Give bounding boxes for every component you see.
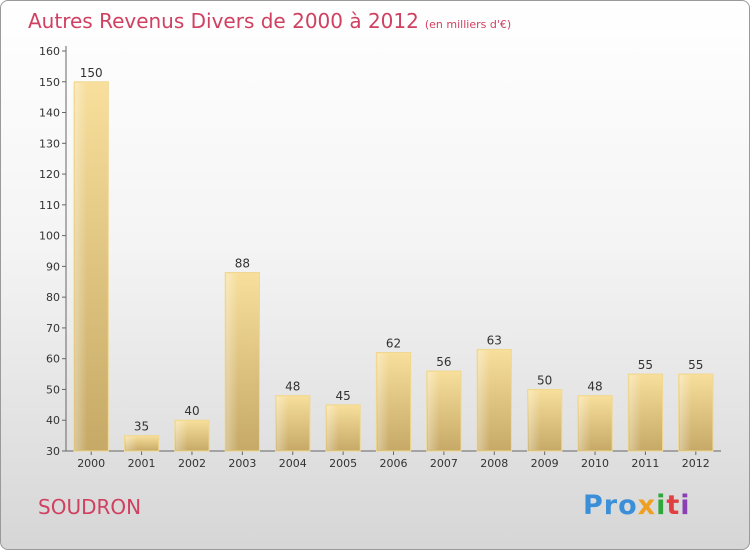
x-tick-label: 2003: [228, 457, 256, 470]
x-tick-label: 2012: [682, 457, 710, 470]
bar-highlight: [528, 390, 541, 450]
bar-value-label: 56: [436, 355, 451, 369]
y-tick: 40: [46, 414, 66, 427]
bar-value-label: 150: [80, 66, 103, 80]
bar-2007: [426, 370, 462, 452]
logo-part-2: x: [637, 490, 657, 521]
bar-2008: [476, 348, 512, 452]
y-tick-label: 130: [39, 137, 60, 150]
bar-value-label: 40: [184, 404, 199, 418]
commune-name: SOUDRON: [38, 495, 142, 519]
bar-2010: [577, 395, 613, 452]
bar-highlight: [75, 82, 88, 451]
y-tick: 150: [39, 76, 66, 89]
logo-part-3: i: [656, 490, 667, 521]
y-tick: 160: [39, 45, 66, 58]
logo-part-1: Pro: [583, 490, 638, 521]
bar-value-label: 55: [638, 358, 653, 372]
y-tick-label: 100: [39, 230, 60, 243]
y-tick-label: 90: [46, 260, 60, 273]
bar-value-label: 45: [335, 389, 350, 403]
bar-highlight: [427, 372, 440, 450]
y-tick-label: 140: [39, 107, 60, 120]
y-tick-label: 160: [39, 45, 60, 58]
y-tick-label: 70: [46, 322, 60, 335]
y-tick: 130: [39, 137, 66, 150]
x-tick-label: 2008: [480, 457, 508, 470]
y-tick-label: 30: [46, 445, 60, 458]
y-tick: 120: [39, 168, 66, 181]
chart-data-labels: 150 2000 35 2001 40 2002 88 2003 48 2004 45 2005 62 2…: [77, 66, 710, 470]
chart-title-text: Autres Revenus Divers de 2000 à 2012: [28, 9, 419, 33]
bar-2002: [174, 419, 210, 452]
y-tick: 60: [46, 353, 66, 366]
logo-part-4: t: [666, 490, 681, 521]
bar-2005: [325, 404, 361, 452]
y-tick-label: 40: [46, 414, 60, 427]
bar-value-label: 55: [688, 358, 703, 372]
y-tick-label: 60: [46, 353, 60, 366]
x-tick-label: 2005: [329, 457, 357, 470]
bar-highlight: [578, 396, 591, 450]
x-tick-label: 2000: [77, 457, 105, 470]
bar-2009: [527, 388, 563, 452]
y-tick: 90: [46, 260, 66, 273]
x-tick-label: 2010: [581, 457, 609, 470]
x-tick-label: 2002: [178, 457, 206, 470]
x-tick-label: 2004: [279, 457, 307, 470]
bar-2006: [375, 352, 412, 452]
bar-highlight: [226, 273, 239, 450]
bar-value-label: 63: [487, 333, 502, 347]
bar-value-label: 48: [587, 380, 602, 394]
x-tick-label: 2006: [380, 457, 408, 470]
y-tick-label: 110: [39, 199, 60, 212]
chart-bars: [73, 81, 714, 452]
bar-2011: [627, 373, 664, 452]
bar-2004: [275, 395, 311, 452]
bar-2000: [73, 81, 109, 452]
y-tick: 110: [39, 199, 66, 212]
x-tick-label: 2001: [128, 457, 156, 470]
bar-value-label: 88: [235, 257, 250, 271]
chart-unit: (en milliers d'€): [424, 18, 512, 31]
bar-highlight: [175, 421, 188, 450]
y-tick: 70: [46, 322, 66, 335]
y-tick-label: 150: [39, 76, 60, 89]
y-tick-label: 120: [39, 168, 60, 181]
bar-value-label: 48: [285, 380, 300, 394]
y-tick: 50: [46, 383, 66, 396]
x-tick-label: 2007: [430, 457, 458, 470]
logo-part-5: i: [680, 490, 691, 521]
x-tick-label: 2009: [531, 457, 559, 470]
bar-value-label: 35: [134, 420, 149, 434]
y-tick: 30: [46, 445, 66, 458]
bar-highlight: [377, 353, 390, 450]
chart-title: Autres Revenus Divers de 2000 à 2012 (en …: [28, 9, 511, 33]
y-tick-label: 80: [46, 291, 60, 304]
chart-axes: 30 40 50 60 70 80 90 100 110 120 130 140 150 160: [39, 45, 721, 458]
bar-highlight: [629, 375, 642, 450]
bar-highlight: [679, 375, 692, 450]
bar-value-label: 50: [537, 373, 552, 387]
bar-highlight: [478, 350, 491, 450]
bar-highlight: [326, 405, 339, 450]
bar-highlight: [125, 436, 138, 450]
bar-2003: [224, 272, 260, 452]
bar-highlight: [276, 396, 289, 450]
bar-2001: [123, 435, 160, 452]
proxiti-logo[interactable]: Proxiti: [583, 490, 691, 521]
y-tick: 100: [39, 230, 66, 243]
y-tick-label: 50: [46, 383, 60, 396]
bar-value-label: 62: [386, 337, 401, 351]
y-tick: 80: [46, 291, 66, 304]
bar-2012: [678, 373, 714, 452]
y-tick: 140: [39, 107, 66, 120]
x-tick-label: 2011: [631, 457, 659, 470]
